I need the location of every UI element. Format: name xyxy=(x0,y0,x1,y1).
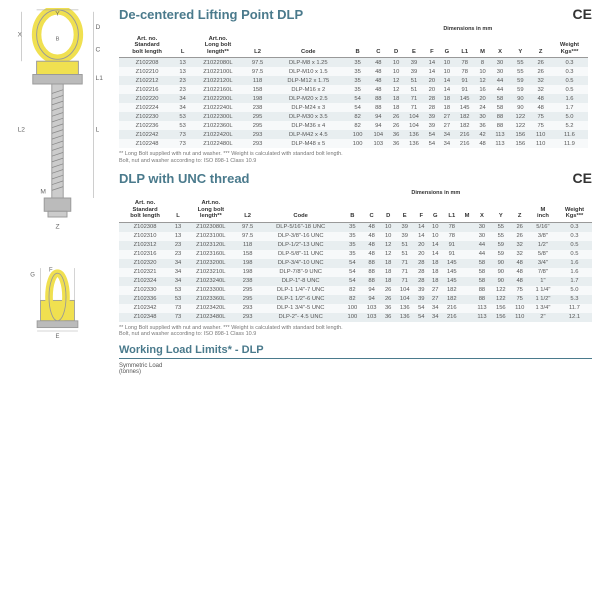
col-header: C xyxy=(368,34,389,58)
wll-label: Symmetric Load (tonnes) xyxy=(119,363,162,375)
ce-mark-1: CE xyxy=(573,6,592,22)
svg-text:D: D xyxy=(96,24,101,31)
col-header: F xyxy=(414,198,428,222)
col-header: Z xyxy=(531,34,551,58)
section1-footnote: ** Long Bolt supplied with nut and washe… xyxy=(119,151,592,164)
table-row: Z10224273Z1022420L293DLP-M42 x 4.5100104… xyxy=(119,130,592,139)
col-header: F xyxy=(424,34,439,58)
table-row: Z10233653Z1023360L295DLP-1 1/2"-6 UNC829… xyxy=(119,295,592,304)
col-header: Art.no. Long bolt length** xyxy=(185,198,237,222)
ce-mark-2: CE xyxy=(573,170,592,186)
section1-title: De-centered Lifting Point DLP xyxy=(119,7,303,22)
col-header: L2 xyxy=(246,34,270,58)
svg-text:L1: L1 xyxy=(96,75,104,82)
table-row: Z10231223Z1023120L118DLP-1/2"-13 UNC3548… xyxy=(119,241,592,250)
table-row: Z10232134Z1023210L198DLP-7/8"-9 UNC54881… xyxy=(119,268,592,277)
diagram-column: Y X D B C L1 L L2 M Z G F E xyxy=(0,0,115,600)
table-row: Z10232034Z1023200L198DLP-3/4"-10 UNC5488… xyxy=(119,259,592,268)
svg-text:L: L xyxy=(96,127,100,134)
section1-title-row: De-centered Lifting Point DLP CE xyxy=(119,6,592,22)
table-row: Z10230813Z1023080L97.5DLP-5/16"-18 UNC35… xyxy=(119,222,592,232)
table-row: Z10231013Z1023100L97.5DLP-3/8"-16 UNC354… xyxy=(119,232,592,241)
diagram-side-view: Y X D B C L1 L L2 M Z xyxy=(4,8,111,255)
wll-row: Symmetric Load (tonnes) β xyxy=(119,363,592,375)
col-header: C xyxy=(362,198,381,222)
col-header: L1 xyxy=(442,198,461,222)
col-header: Code xyxy=(269,34,347,58)
table-row: Z10221223Z1022120L118DLP-M12 x 1.7535481… xyxy=(119,76,592,85)
svg-text:X: X xyxy=(18,32,23,39)
table-row: Z10222034Z1022200L198DLP-M20 x 2.5548818… xyxy=(119,94,592,103)
svg-text:E: E xyxy=(56,334,60,340)
svg-text:C: C xyxy=(96,47,101,54)
section2-title-row: DLP with UNC thread CE xyxy=(119,170,592,186)
table-row: Z10221623Z1022160L158DLP-M16 x 235481251… xyxy=(119,85,592,94)
col-header: Z xyxy=(510,198,529,222)
diagram-top-view: G F E xyxy=(4,263,111,340)
svg-text:Z: Z xyxy=(55,223,59,230)
table-row: Z10221013Z1022100L97.5DLP-M10 x 1.535481… xyxy=(119,67,592,76)
col-header: L2 xyxy=(237,198,259,222)
col-header: G xyxy=(428,198,442,222)
svg-text:B: B xyxy=(56,36,60,42)
table-row: Z10234873Z1023480L293DLP-2"- 4.5 UNC1001… xyxy=(119,313,592,322)
col-header: M xyxy=(475,34,490,58)
col-header: Art. no. Standard bolt length xyxy=(119,198,171,222)
table-row: Z10220813Z1022080L97.5DLP-M8 x 1.2535481… xyxy=(119,58,592,68)
table-dlp-metric: Dimensions in mmArt. no. Standard bolt l… xyxy=(119,24,592,148)
table-row: Z10224873Z1022480L293DLP-M48 x 510010336… xyxy=(119,139,592,148)
col-header: E xyxy=(395,198,414,222)
col-header: M inch xyxy=(529,198,557,222)
col-header: Art.no. Long bolt length** xyxy=(190,34,246,58)
col-header: M xyxy=(461,198,472,222)
table-row: Z10222434Z1022240L238DLP-M24 x 354881871… xyxy=(119,103,592,112)
col-header: B xyxy=(347,34,368,58)
wll-title: Working Load Limits* - DLP xyxy=(119,344,592,359)
svg-text:Y: Y xyxy=(55,11,60,18)
col-header: Y xyxy=(510,34,531,58)
content-column: De-centered Lifting Point DLP CE Dimensi… xyxy=(115,0,600,600)
col-header: X xyxy=(473,198,492,222)
col-header: L1 xyxy=(454,34,475,58)
col-header: D xyxy=(389,34,404,58)
col-header: X xyxy=(490,34,510,58)
table-row: Z10234273Z1023420L293DLP-1 3/4"-5 UNC100… xyxy=(119,304,592,313)
section2-title: DLP with UNC thread xyxy=(119,171,250,186)
col-header: B xyxy=(343,198,362,222)
col-header: G xyxy=(439,34,454,58)
table-row: Z10233053Z1023300L295DLP-1 1/4"-7 UNC829… xyxy=(119,286,592,295)
col-header: Y xyxy=(491,198,510,222)
table-dlp-unc: Dimensions in mmArt. no. Standard bolt l… xyxy=(119,188,592,321)
col-header: D xyxy=(381,198,395,222)
table-row: Z10231623Z1023160L158DLP-5/8"-11 UNC3548… xyxy=(119,250,592,259)
col-header: Weight Kgs*** xyxy=(557,198,592,222)
col-header: Code xyxy=(259,198,343,222)
svg-text:M: M xyxy=(40,188,46,195)
col-header: L xyxy=(175,34,190,58)
table-row: Z10232434Z1023240L238DLP-1"-8 UNC5488187… xyxy=(119,277,592,286)
col-header: Weight Kgs*** xyxy=(551,34,589,58)
svg-text:L2: L2 xyxy=(18,127,26,134)
col-header: E xyxy=(404,34,425,58)
col-header: Art. no. Standard bolt length xyxy=(119,34,175,58)
table-row: Z10223653Z1022360L295DLP-M36 x 482942610… xyxy=(119,121,592,130)
table-row: Z10223053Z1022300L295DLP-M30 x 3.5829426… xyxy=(119,112,592,121)
section2-footnote: ** Long Bolt supplied with nut and washe… xyxy=(119,325,592,338)
svg-text:G: G xyxy=(30,273,35,279)
svg-text:F: F xyxy=(49,268,53,274)
col-header: L xyxy=(171,198,185,222)
